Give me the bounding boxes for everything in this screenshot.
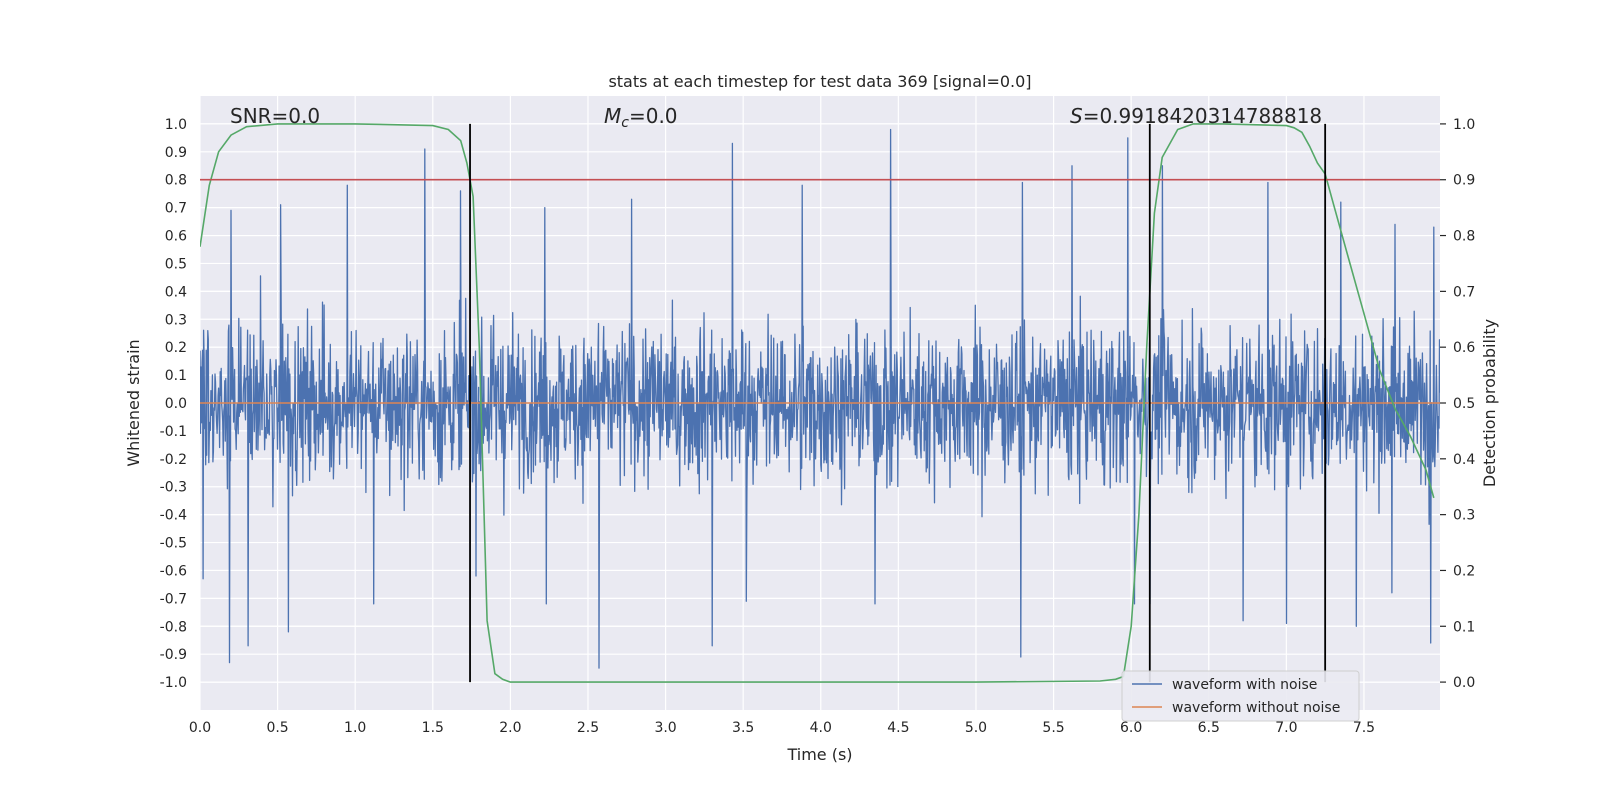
y-tick-label: 0.4 [165,284,187,300]
y-tick-label: 0.7 [165,201,187,217]
series-waveform-with-noise [200,128,1440,669]
x-tick-label: 5.0 [965,720,987,736]
plot-area [200,123,1440,683]
chirp-mass-symbol: M [604,104,621,128]
x-tick-label: 1.5 [422,720,444,736]
legend-label-waveform-without-noise: waveform without noise [1172,700,1340,716]
x-tick-label: 2.5 [577,720,599,736]
y2-tick-label: 0.7 [1453,284,1475,300]
x-tick-label: 6.5 [1198,720,1220,736]
x-tick-label: 7.5 [1353,720,1375,736]
y-tick-label: 0.0 [165,396,187,412]
y2-axis-label: Detection probability [1480,319,1499,487]
y-tick-label: -0.6 [160,563,187,579]
y2-tick-label: 0.5 [1453,396,1475,412]
y-axis-label: Whitened strain [124,339,143,466]
y2-tick-label: 0.0 [1453,675,1475,691]
score-annotation: S=0.9918420314788818 [1070,104,1322,128]
x-tick-label: 4.5 [887,720,909,736]
y-tick-label: -0.3 [160,480,187,496]
y2-tick-label: 1.0 [1453,117,1475,133]
chirp-mass-value: =0.0 [629,104,678,128]
y2-tick-label: 0.9 [1453,173,1475,189]
y-tick-label: 0.3 [165,312,187,328]
x-tick-label: 3.5 [732,720,754,736]
x-tick-label: 0.0 [189,720,211,736]
y-tick-label: -1.0 [160,675,187,691]
x-tick-label: 7.0 [1275,720,1297,736]
y2-tick-label: 0.8 [1453,229,1475,245]
y-tick-label: -0.8 [160,619,187,635]
x-tick-label: 5.5 [1042,720,1064,736]
y2-tick-label: 0.2 [1453,563,1475,579]
y2-tick-label: 0.4 [1453,452,1475,468]
y-tick-label: -0.5 [160,536,187,552]
x-tick-label: 6.0 [1120,720,1142,736]
chart-title: stats at each timestep for test data 369… [608,72,1031,91]
score-value: =0.9918420314788818 [1083,104,1322,128]
chirp-mass-subscript: c [621,115,629,131]
legend-box [1121,670,1360,722]
series-detection-probability [200,123,1435,683]
x-tick-label: 1.0 [344,720,366,736]
y-tick-label: 0.6 [165,229,187,245]
chirp-mass-annotation: Mc=0.0 [604,104,678,131]
y-tick-label: 0.1 [165,368,187,384]
snr-annotation: SNR=0.0 [230,104,320,128]
x-tick-label: 4.0 [810,720,832,736]
y-tick-label: 0.9 [165,145,187,161]
x-tick-label: 3.0 [654,720,676,736]
y-tick-label: -0.7 [160,591,187,607]
x-tick-label: 0.5 [266,720,288,736]
y-tick-label: 1.0 [165,117,187,133]
legend: waveform with noise waveform without noi… [1121,670,1360,722]
y2-tick-label: 0.1 [1453,619,1475,635]
y-tick-label: 0.5 [165,256,187,272]
x-axis-label: Time (s) [786,745,852,764]
ticks: 0.0 0.5 1.0 1.5 2.0 2.5 3.0 3.5 4.0 4.5 5.0 5.5 6.0 6… [160,117,1476,736]
y2-tick-label: 0.3 [1453,508,1475,524]
legend-label-waveform-with-noise: waveform with noise [1172,677,1317,693]
y-tick-label: -0.2 [160,452,187,468]
y-tick-label: -0.4 [160,508,187,524]
y-tick-label: 0.8 [165,173,187,189]
y-tick-label: 0.2 [165,340,187,356]
y2-tick-label: 0.6 [1453,340,1475,356]
y-tick-label: -0.9 [160,647,187,663]
score-symbol: S [1070,104,1083,128]
y-tick-label: -0.1 [160,424,187,440]
x-tick-label: 2.0 [499,720,521,736]
